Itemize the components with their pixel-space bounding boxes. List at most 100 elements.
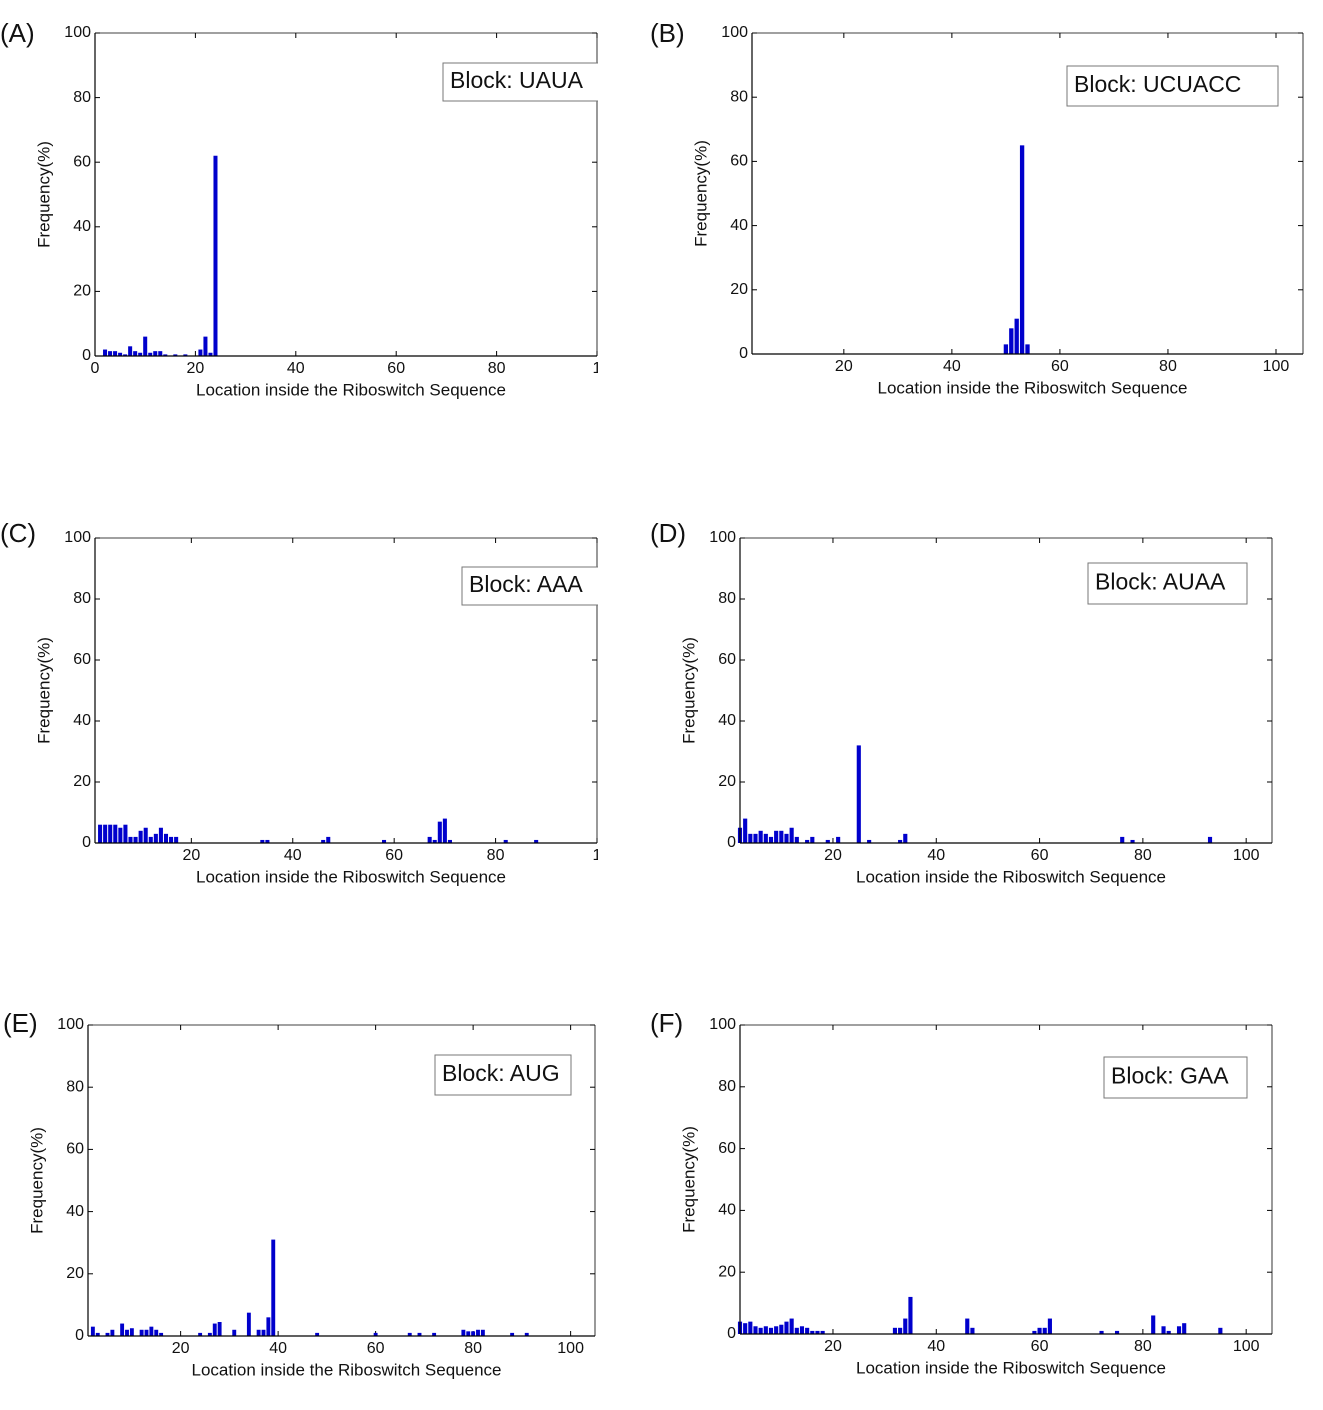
y-tick-label: 20: [73, 283, 91, 300]
bar: [260, 839, 265, 843]
bar: [148, 352, 153, 356]
x-tick-label: 40: [927, 847, 945, 864]
y-tick-label: 60: [73, 153, 91, 170]
bar: [534, 839, 539, 843]
x-axis-label: Location inside the Riboswitch Sequence: [196, 380, 506, 399]
bar: [163, 354, 168, 356]
bar: [1166, 1330, 1171, 1334]
x-tick-label: 20: [824, 1338, 842, 1355]
bar: [768, 836, 774, 843]
y-tick-label: 20: [73, 773, 91, 790]
bar: [158, 827, 163, 843]
bar: [148, 836, 153, 843]
y-tick-label: 0: [82, 347, 91, 364]
bar: [480, 1329, 485, 1336]
legend-box: Block: AUG: [434, 1054, 572, 1096]
y-axis-label: Frequency(%): [679, 637, 698, 744]
y-tick-label: 0: [82, 834, 91, 851]
y-tick-label: 100: [709, 1016, 736, 1033]
bar: [133, 351, 138, 356]
y-axis-label: Frequency(%): [34, 141, 53, 248]
y-tick-label: 80: [73, 89, 91, 106]
legend-frame: [461, 566, 598, 606]
bar: [326, 836, 331, 843]
bar: [763, 1326, 768, 1334]
bar: [153, 833, 158, 843]
y-tick-label: 80: [730, 88, 748, 105]
panel: (B) 0 20 40 60 80 100 20 40 60 80 100 Location insid…: [650, 18, 1304, 397]
bar: [743, 1323, 748, 1334]
bar: [1176, 1326, 1182, 1334]
x-tick-label: 100: [1263, 358, 1290, 375]
bar: [143, 827, 148, 843]
x-ticks: 0 20 40 60 80 1: [91, 33, 598, 377]
x-tick-label: 80: [488, 360, 506, 377]
bar: [908, 1296, 913, 1334]
x-tick-label: 100: [1233, 1338, 1260, 1355]
bar: [159, 1332, 164, 1336]
bar: [466, 1331, 471, 1336]
bar: [898, 1327, 903, 1334]
bar: [158, 351, 163, 356]
x-tick-label: 80: [487, 847, 505, 864]
bar: [799, 1326, 805, 1334]
bar: [461, 1329, 466, 1336]
x-tick-label: 60: [1031, 1338, 1049, 1355]
panel: (C) 0 20 40 60 80 100 20 40 60 80 1 Location inside …: [0, 518, 598, 886]
y-tick-label: 80: [66, 1078, 84, 1095]
y-axis-label: Frequency(%): [679, 1126, 698, 1233]
bar: [174, 836, 179, 843]
bar: [437, 821, 442, 843]
y-tick-label: 60: [718, 1140, 736, 1157]
bar: [784, 1321, 789, 1334]
bar: [432, 1332, 437, 1336]
bar: [256, 1329, 261, 1336]
x-axis-label: Location inside the Riboswitch Sequence: [878, 378, 1188, 397]
bar: [503, 839, 508, 843]
y-tick-label: 40: [718, 1202, 736, 1219]
bar: [125, 1329, 129, 1336]
x-tick-label: 100: [557, 1340, 584, 1357]
bar: [105, 1332, 110, 1336]
bar: [1099, 1330, 1104, 1334]
bar: [373, 1332, 378, 1336]
bar: [794, 1327, 799, 1334]
bar: [271, 1239, 276, 1336]
bar: [965, 1318, 970, 1334]
bar: [892, 1327, 898, 1334]
bar: [169, 836, 174, 843]
bar: [173, 354, 178, 356]
bar: [810, 836, 815, 843]
y-tick-label: 40: [730, 217, 748, 234]
bar: [315, 1332, 320, 1336]
y-tick-label: 100: [64, 529, 91, 546]
legend-box: Block: UAUA: [442, 62, 598, 102]
bar: [232, 1329, 237, 1336]
bar: [198, 349, 203, 356]
panel-label: (D): [650, 518, 686, 548]
panel: (E) 0 20 40 60 80 100 20 40 60 80 100 Location insid…: [3, 1008, 596, 1379]
bar: [1003, 344, 1009, 354]
panel: (F) 0 20 40 60 80 100 20 40 60 80 100 Location insid…: [650, 1008, 1273, 1377]
x-tick-label: 60: [1051, 358, 1069, 375]
y-tick-label: 60: [730, 153, 748, 170]
y-tick-label: 100: [721, 24, 748, 41]
bar: [432, 839, 437, 843]
bar: [825, 839, 830, 843]
x-tick-label: 0: [91, 360, 100, 377]
bar: [95, 1332, 100, 1336]
y-axis-label: Frequency(%): [691, 140, 710, 247]
x-axis-label: Location inside the Riboswitch Sequence: [192, 1360, 502, 1379]
legend-text: Block: AUG: [442, 1060, 560, 1086]
bar: [774, 1326, 779, 1334]
y-tick-label: 20: [718, 773, 736, 790]
bar: [149, 1326, 154, 1336]
y-tick-label: 40: [73, 218, 91, 235]
bar: [1218, 1327, 1223, 1334]
x-tick-label: 60: [367, 1340, 385, 1357]
bar: [748, 1321, 753, 1334]
y-tick-label: 0: [75, 1327, 84, 1344]
bar: [1047, 1318, 1052, 1334]
legend-text: Block: GAA: [1111, 1063, 1229, 1089]
